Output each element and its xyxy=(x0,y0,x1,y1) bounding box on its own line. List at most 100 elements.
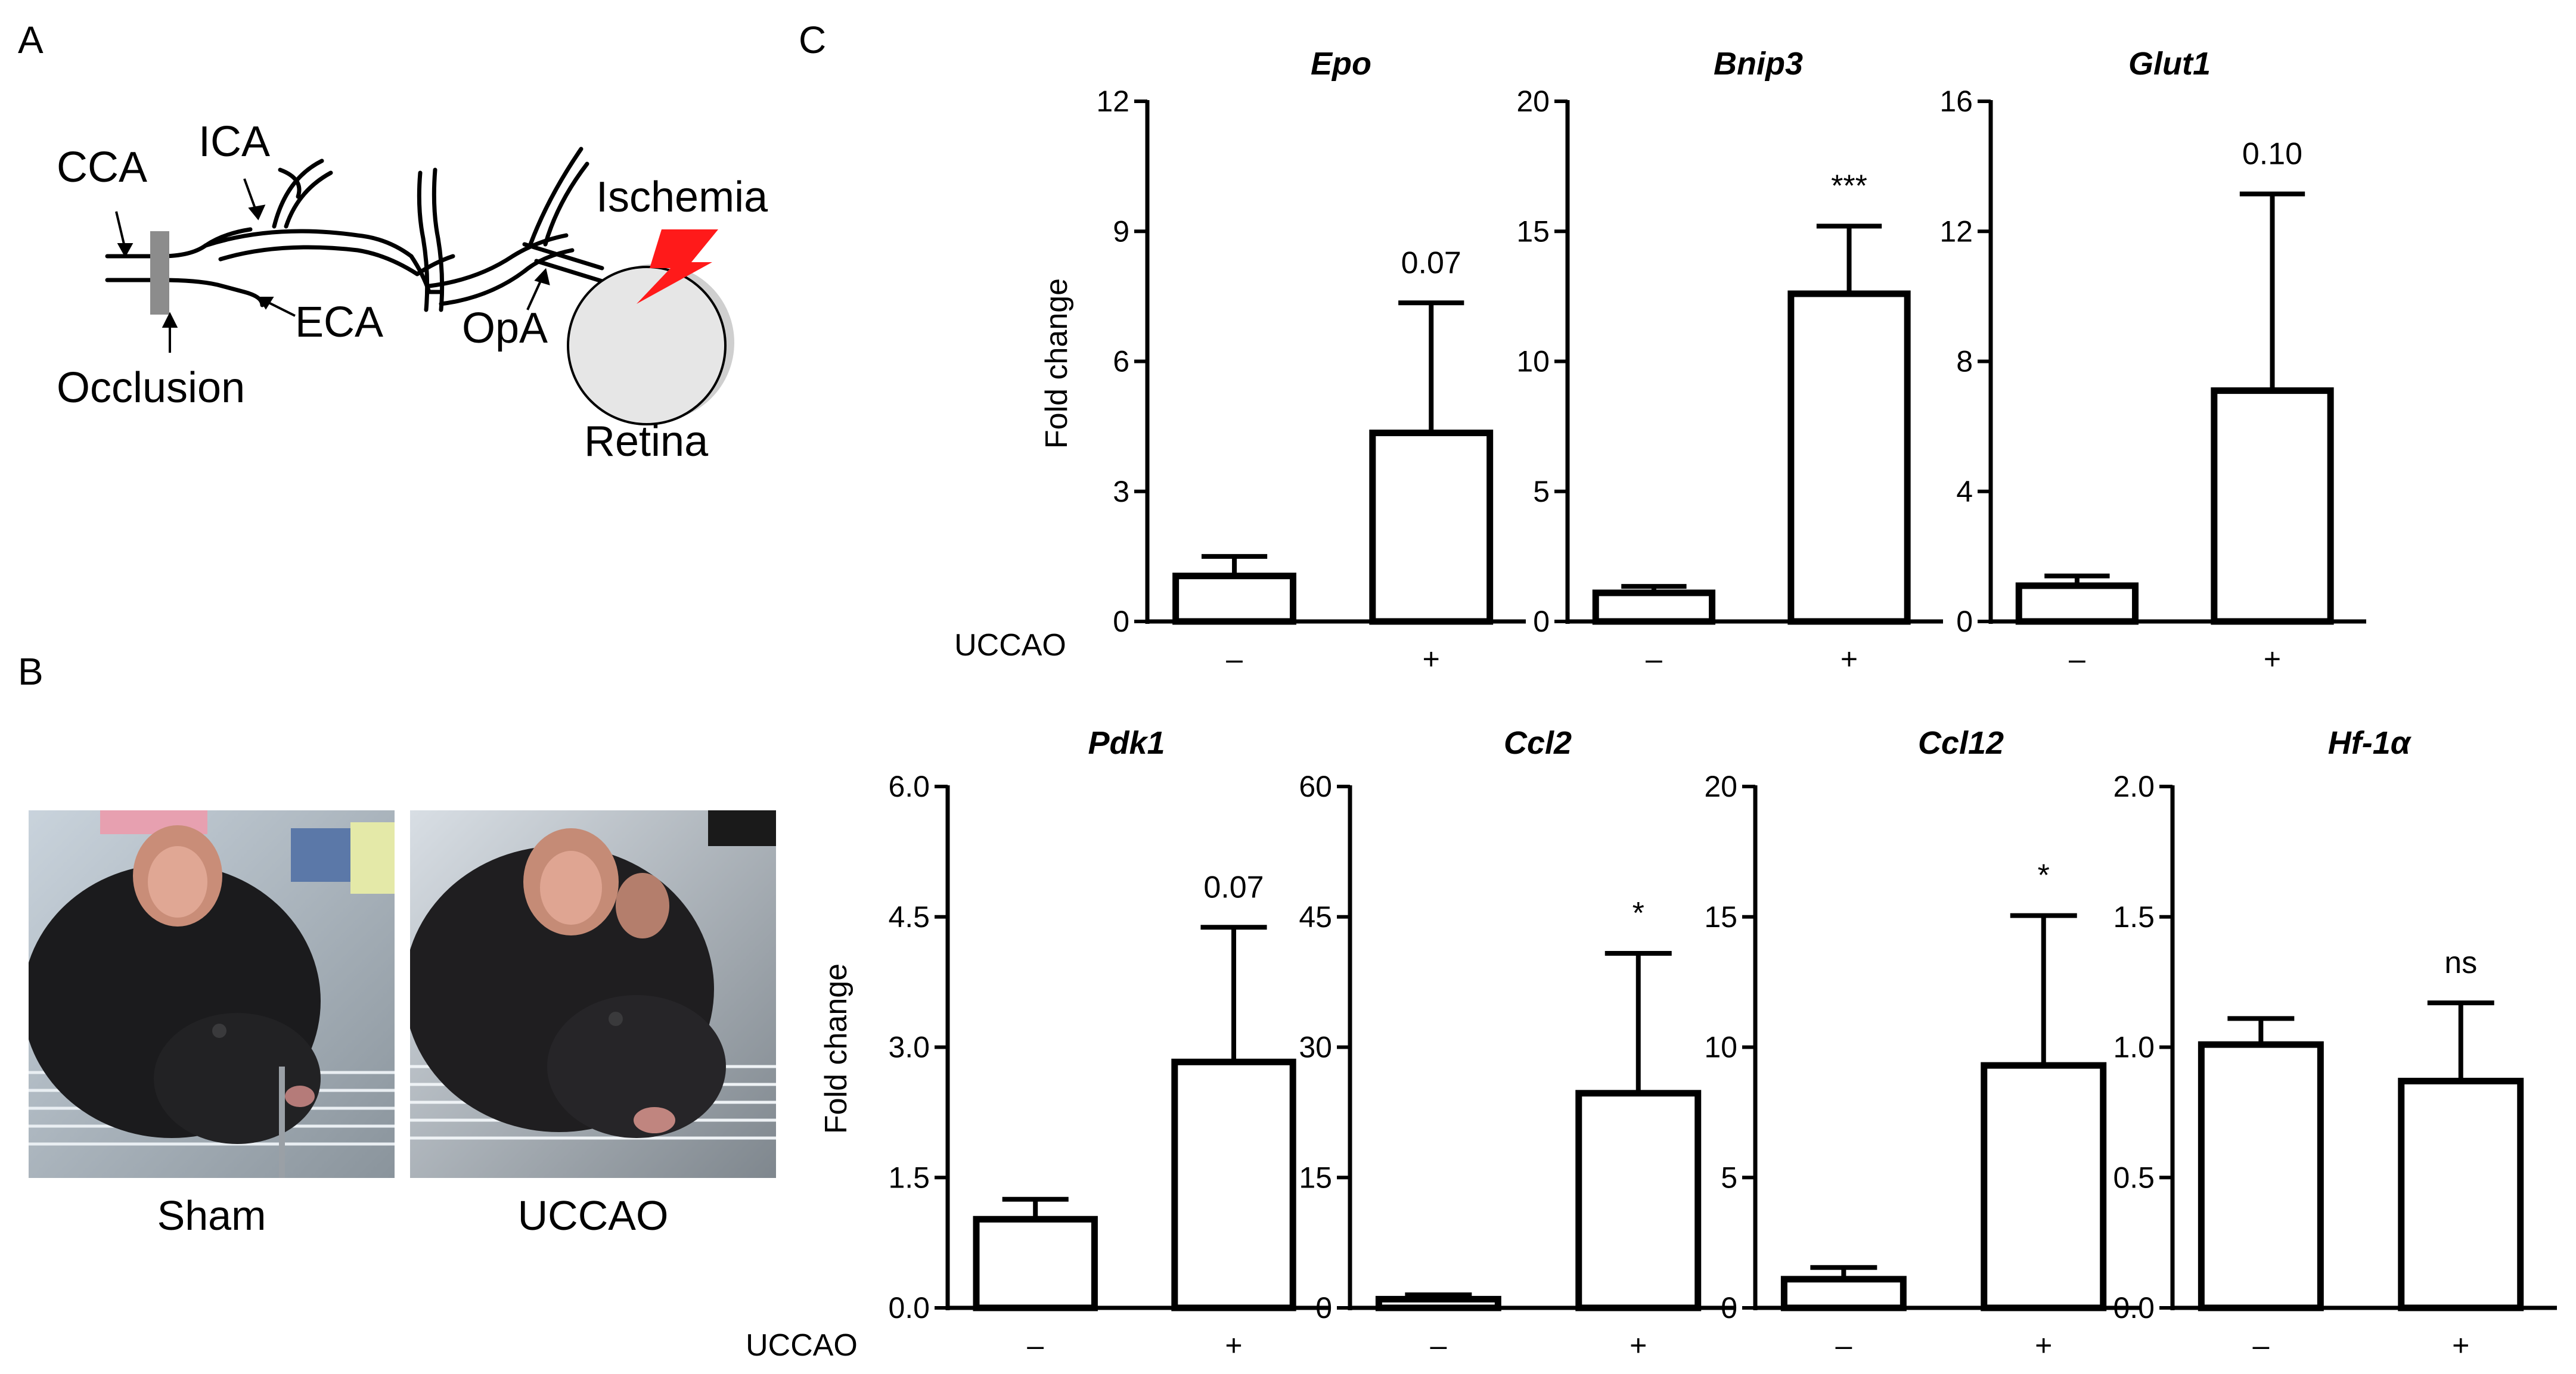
bar-glut1 xyxy=(2211,387,2334,625)
chart-title-epo: Epo xyxy=(1311,46,1371,82)
y-tick-label-epo: 0 xyxy=(1113,605,1129,638)
chart-title-pdk1: Pdk1 xyxy=(1088,725,1165,761)
x-tick-label-pdk1: + xyxy=(1225,1329,1242,1362)
y-tick-label-pdk1: 0.0 xyxy=(888,1291,930,1325)
vertical-vessel-a xyxy=(417,170,430,312)
y-tick-label-ccl12: 10 xyxy=(1704,1031,1737,1064)
bar-bnip3 xyxy=(1787,290,1911,625)
bar-ccl2 xyxy=(1375,1295,1501,1311)
x-tick-label-hf-1: + xyxy=(2452,1329,2469,1362)
y-tick-label-ccl2: 60 xyxy=(1299,770,1332,803)
y-tick-label-epo: 12 xyxy=(1096,85,1129,118)
y-tick-label-ccl12: 15 xyxy=(1704,900,1737,934)
x-tick-label-glut1: + xyxy=(2264,642,2281,676)
bar-pdk1 xyxy=(973,1216,1098,1311)
x-tick-label-ccl2: + xyxy=(1630,1329,1647,1362)
y-tick-label-epo: 3 xyxy=(1113,475,1129,508)
bar-epo xyxy=(1172,573,1296,625)
y-tick-label-epo: 6 xyxy=(1113,345,1129,378)
y-tick-label-ccl12: 5 xyxy=(1721,1161,1737,1194)
bar-ccl12 xyxy=(1780,1276,1907,1311)
label-occlusion: Occlusion xyxy=(57,364,245,412)
y-tick-label-ccl12: 20 xyxy=(1704,770,1737,803)
retina-eye xyxy=(567,266,727,425)
opa-branch-up-b xyxy=(543,161,589,247)
chart-title-hf-1: Hf-1α xyxy=(2328,725,2412,761)
y-tick-label-ccl12: 0 xyxy=(1721,1291,1737,1325)
annotation-hf-1: ns xyxy=(2444,946,2477,980)
bar-ccl12 xyxy=(1981,1062,2107,1311)
x-tick-label-bnip3: + xyxy=(1841,642,1858,676)
vascular-diagram: CCA ICA ECA Occlusion OpA Ischemia Retin… xyxy=(57,118,768,465)
y-tick-label-pdk1: 4.5 xyxy=(888,900,930,934)
pointer-arrows xyxy=(115,178,550,353)
ica-branch-1b xyxy=(284,170,333,229)
y-tick-label-ccl2: 15 xyxy=(1299,1161,1332,1194)
x-tick-label-ccl2: – xyxy=(1430,1329,1447,1362)
chart-title-ccl2: Ccl2 xyxy=(1504,725,1572,761)
y-axis-label: Fold change xyxy=(1039,278,1074,449)
x-tick-label-ccl12: + xyxy=(2035,1329,2052,1362)
bar-hf-1 xyxy=(2198,1041,2324,1311)
y-tick-label-bnip3: 15 xyxy=(1516,215,1550,248)
chart-title-bnip3: Bnip3 xyxy=(1714,46,1803,82)
label-retina: Retina xyxy=(584,418,709,465)
caption-uccao: UCCAO xyxy=(517,1192,669,1239)
x-tick-label-pdk1: – xyxy=(1027,1329,1044,1362)
panel-label-c: C xyxy=(799,18,827,61)
x-tick-label-epo: – xyxy=(1226,642,1243,676)
y-tick-label-ccl2: 45 xyxy=(1299,900,1332,934)
occluder xyxy=(150,231,169,315)
annotation-pdk1: 0.07 xyxy=(1203,870,1264,904)
annotation-epo: 0.07 xyxy=(1401,245,1461,280)
y-tick-label-bnip3: 5 xyxy=(1533,475,1550,508)
bar-ccl2 xyxy=(1575,1090,1702,1311)
y-tick-label-glut1: 0 xyxy=(1956,605,1973,638)
y-tick-label-pdk1: 1.5 xyxy=(888,1161,930,1194)
y-tick-label-glut1: 4 xyxy=(1956,475,1973,508)
chart-title-ccl12: Ccl12 xyxy=(1918,725,2004,761)
y-tick-label-hf-1: 0.0 xyxy=(2113,1291,2155,1325)
y-tick-label-hf-1: 1.5 xyxy=(2113,900,2155,934)
panel-label-b: B xyxy=(18,650,44,693)
y-axis-label: Fold change xyxy=(819,963,854,1134)
x-tick-label-glut1: – xyxy=(2069,642,2085,676)
annotation-ccl12: * xyxy=(2038,859,2050,893)
x-tick-label-ccl12: – xyxy=(1835,1329,1852,1362)
opa-to-retina-a xyxy=(522,242,604,271)
annotation-bnip3: *** xyxy=(1831,169,1867,204)
label-opa: OpA xyxy=(462,304,548,352)
label-ischemia: Ischemia xyxy=(596,173,768,221)
y-tick-label-pdk1: 3.0 xyxy=(888,1031,930,1064)
ica-branch-2 xyxy=(278,167,302,199)
bar-glut1 xyxy=(2015,582,2139,625)
y-tick-label-epo: 9 xyxy=(1113,215,1129,248)
y-tick-label-bnip3: 0 xyxy=(1533,605,1550,638)
bar-hf-1 xyxy=(2398,1077,2524,1311)
ica-branch-1a xyxy=(272,158,324,229)
x-tick-label-epo: + xyxy=(1423,642,1440,676)
bar-pdk1 xyxy=(1171,1058,1296,1311)
opa-branch-up-a xyxy=(528,147,584,247)
y-tick-label-glut1: 12 xyxy=(1939,215,1973,248)
opa-lower-wall xyxy=(439,248,575,306)
x-tick-label-bnip3: – xyxy=(1646,642,1662,676)
label-cca: CCA xyxy=(57,144,147,191)
vertical-vessel-b xyxy=(432,167,445,312)
ica-upper-wall xyxy=(203,229,414,259)
y-tick-label-glut1: 16 xyxy=(1939,85,1973,118)
label-ica: ICA xyxy=(198,118,270,166)
y-tick-label-bnip3: 10 xyxy=(1516,345,1550,378)
annotation-glut1: 0.10 xyxy=(2242,137,2302,172)
photo-sham xyxy=(29,810,395,1178)
label-eca: ECA xyxy=(295,299,383,346)
chart-title-glut1: Glut1 xyxy=(2128,46,2211,82)
crossing-wall-2 xyxy=(415,254,455,276)
bar-epo xyxy=(1369,430,1494,625)
opa-to-retina-b xyxy=(534,259,610,285)
y-tick-label-glut1: 8 xyxy=(1956,345,1973,378)
y-tick-label-ccl2: 0 xyxy=(1315,1291,1332,1325)
annotation-ccl2: * xyxy=(1632,896,1644,931)
